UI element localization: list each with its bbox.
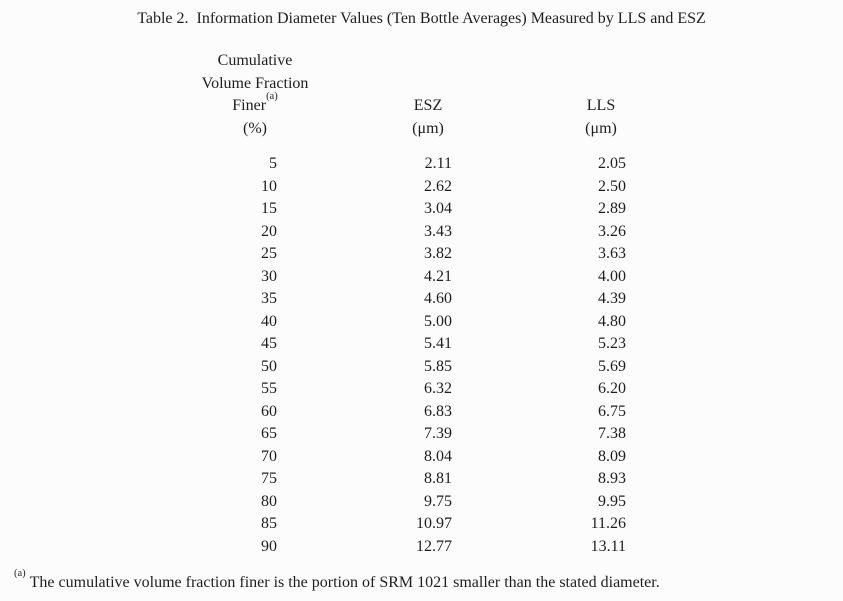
pct-cell: 20 (261, 222, 277, 240)
header-line-cumulative: Cumulative (217, 52, 293, 69)
pct-cell: 70 (261, 447, 277, 465)
esz-cell: 7.39 (424, 425, 452, 442)
header-esz-label: ESZ (413, 97, 443, 114)
table-row: 90 12.77 13.11 (180, 536, 676, 559)
lls-cell: 4.00 (598, 267, 626, 285)
lls-cell: 8.09 (598, 447, 626, 465)
lls-cell: 2.50 (598, 177, 626, 195)
esz-cell: 3.04 (424, 200, 452, 217)
table-row: 50 5.85 5.69 (180, 356, 676, 379)
esz-cell: 10.97 (416, 515, 452, 532)
header-lls-unit: (μm) (585, 119, 617, 137)
esz-cell: 3.82 (424, 245, 452, 262)
lls-cell: 2.05 (598, 155, 626, 172)
table-row: 80 9.75 9.95 (180, 491, 676, 514)
pct-cell: 60 (261, 402, 277, 420)
esz-cell: 5.00 (424, 312, 452, 330)
header-unit-percent: (%) (243, 119, 267, 137)
header-esz-unit: (μm) (412, 119, 444, 137)
pct-cell: 40 (261, 312, 277, 330)
lls-cell: 4.39 (598, 290, 626, 307)
pct-cell: 35 (261, 290, 277, 307)
pct-cell: 80 (261, 492, 277, 510)
lls-cell: 6.20 (598, 380, 626, 397)
lls-cell: 11.26 (590, 515, 626, 532)
pct-cell: 55 (261, 380, 277, 397)
table-row: 10 2.62 2.50 (180, 176, 676, 199)
lls-cell: 4.80 (598, 312, 626, 330)
lls-cell: 7.38 (598, 425, 626, 442)
pct-cell: 25 (261, 245, 277, 262)
esz-cell: 2.62 (424, 177, 452, 195)
pct-cell: 50 (261, 357, 277, 375)
pct-cell: 65 (261, 425, 277, 442)
header-row: Cumulative Volume Fraction Finer(a) (%) … (180, 50, 676, 153)
table-row: 70 8.04 8.09 (180, 446, 676, 469)
esz-cell: 9.75 (424, 492, 452, 510)
table-row: 55 6.32 6.20 (180, 378, 676, 401)
pct-cell: 90 (261, 537, 277, 555)
esz-cell: 5.41 (424, 335, 452, 352)
footnote-marker-superscript: (a) (266, 90, 278, 102)
table-row: 60 6.83 6.75 (180, 401, 676, 424)
table-body: 5 2.11 2.05 10 2.62 2.50 15 3.04 2.89 20 3.43 3.26 2… (180, 153, 676, 558)
footnote-marker: (a) (14, 567, 26, 579)
esz-cell: 3.43 (424, 222, 452, 240)
pct-cell: 75 (261, 470, 277, 487)
footnote-text: The cumulative volume fraction finer is … (29, 574, 660, 591)
header-line-volume-fraction: Volume Fraction (201, 74, 309, 92)
pct-cell: 10 (261, 177, 277, 195)
lls-cell: 13.11 (590, 537, 626, 555)
table-row: 30 4.21 4.00 (180, 266, 676, 289)
table-title: Table 2. Information Diameter Values (Te… (137, 10, 706, 27)
esz-cell: 6.83 (424, 402, 452, 420)
lls-cell: 3.63 (598, 245, 626, 262)
esz-cell: 5.85 (424, 357, 452, 375)
table-footnote: (a)The cumulative volume fraction finer … (14, 568, 843, 594)
pct-cell: 85 (261, 515, 277, 532)
table-row: 15 3.04 2.89 (180, 198, 676, 221)
table-row: 45 5.41 5.23 (180, 333, 676, 356)
lls-cell: 9.95 (598, 492, 626, 510)
pct-cell: 30 (261, 267, 277, 285)
table-row: 25 3.82 3.63 (180, 243, 676, 266)
lls-cell: 6.75 (598, 402, 626, 420)
pct-cell: 5 (269, 155, 277, 172)
lls-cell: 8.93 (598, 470, 626, 487)
column-header-lls: LLS (μm) (506, 50, 676, 153)
esz-cell: 4.21 (424, 267, 452, 285)
esz-cell: 6.32 (424, 380, 452, 397)
lls-cell: 2.89 (598, 200, 626, 217)
column-header-volume-fraction: Cumulative Volume Fraction Finer(a) (%) (180, 50, 330, 153)
esz-cell: 2.11 (424, 155, 452, 172)
column-header-esz: ESZ (μm) (330, 50, 506, 153)
table-row: 5 2.11 2.05 (180, 153, 676, 176)
lls-cell: 3.26 (598, 222, 626, 240)
esz-cell: 12.77 (416, 537, 452, 555)
table-row: 40 5.00 4.80 (180, 311, 676, 334)
esz-cell: 8.81 (424, 470, 452, 487)
esz-cell: 4.60 (424, 290, 452, 307)
data-table: Cumulative Volume Fraction Finer(a) (%) … (180, 50, 676, 558)
header-lls-label: LLS (586, 97, 616, 114)
table-row: 65 7.39 7.38 (180, 423, 676, 446)
pct-cell: 45 (261, 335, 277, 352)
table-row: 75 8.81 8.93 (180, 468, 676, 491)
header-finer-text: Finer (232, 97, 267, 114)
lls-cell: 5.23 (598, 335, 626, 352)
table-row: 35 4.60 4.39 (180, 288, 676, 311)
lls-cell: 5.69 (598, 357, 626, 375)
pct-cell: 15 (261, 200, 277, 217)
esz-cell: 8.04 (424, 447, 452, 465)
table-row: 20 3.43 3.26 (180, 221, 676, 244)
header-line-finer: Finer(a) (180, 91, 330, 118)
table-row: 85 10.97 11.26 (180, 513, 676, 536)
